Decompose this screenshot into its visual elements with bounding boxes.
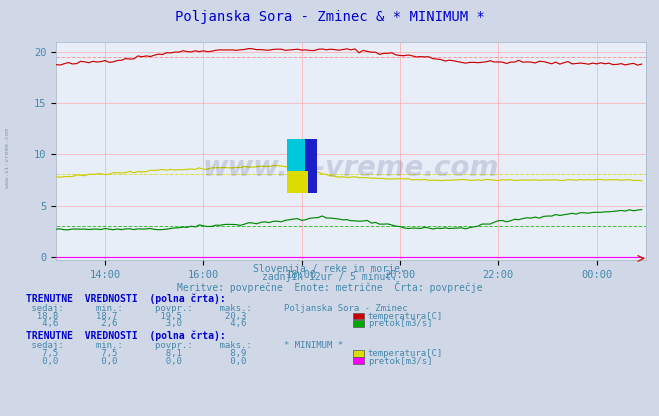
Text: 7,5        7,5         8,1         8,9: 7,5 7,5 8,1 8,9	[26, 349, 246, 359]
Text: www.si-vreme.com: www.si-vreme.com	[203, 154, 499, 182]
Text: temperatura[C]: temperatura[C]	[368, 312, 443, 321]
Text: temperatura[C]: temperatura[C]	[368, 349, 443, 359]
Text: 18,8       18,7        19,5        20,3: 18,8 18,7 19,5 20,3	[26, 312, 246, 321]
Text: TRENUTNE  VREDNOSTI  (polna črta):: TRENUTNE VREDNOSTI (polna črta):	[26, 331, 226, 341]
Text: Poljanska Sora - Zminec & * MINIMUM *: Poljanska Sora - Zminec & * MINIMUM *	[175, 10, 484, 25]
Text: pretok[m3/s]: pretok[m3/s]	[368, 357, 432, 366]
Text: 0,0        0,0         0,0         0,0: 0,0 0,0 0,0 0,0	[26, 357, 246, 366]
Text: sedaj:      min.:      povpr.:     maks.:      Poljanska Sora - Zminec: sedaj: min.: povpr.: maks.: Poljanska So…	[26, 304, 408, 313]
Text: TRENUTNE  VREDNOSTI  (polna črta):: TRENUTNE VREDNOSTI (polna črta):	[26, 293, 226, 304]
Text: zadnjih 12ur / 5 minut.: zadnjih 12ur / 5 minut.	[262, 272, 397, 282]
Text: www.si-vreme.com: www.si-vreme.com	[5, 128, 11, 188]
Text: pretok[m3/s]: pretok[m3/s]	[368, 319, 432, 328]
Text: sedaj:      min.:      povpr.:     maks.:      * MINIMUM *: sedaj: min.: povpr.: maks.: * MINIMUM *	[26, 341, 343, 350]
Text: 4,6        2,6         3,0         4,6: 4,6 2,6 3,0 4,6	[26, 319, 246, 328]
Text: Slovenija / reke in morje.: Slovenija / reke in morje.	[253, 264, 406, 274]
Text: Meritve: povprečne  Enote: metrične  Črta: povprečje: Meritve: povprečne Enote: metrične Črta:…	[177, 281, 482, 293]
